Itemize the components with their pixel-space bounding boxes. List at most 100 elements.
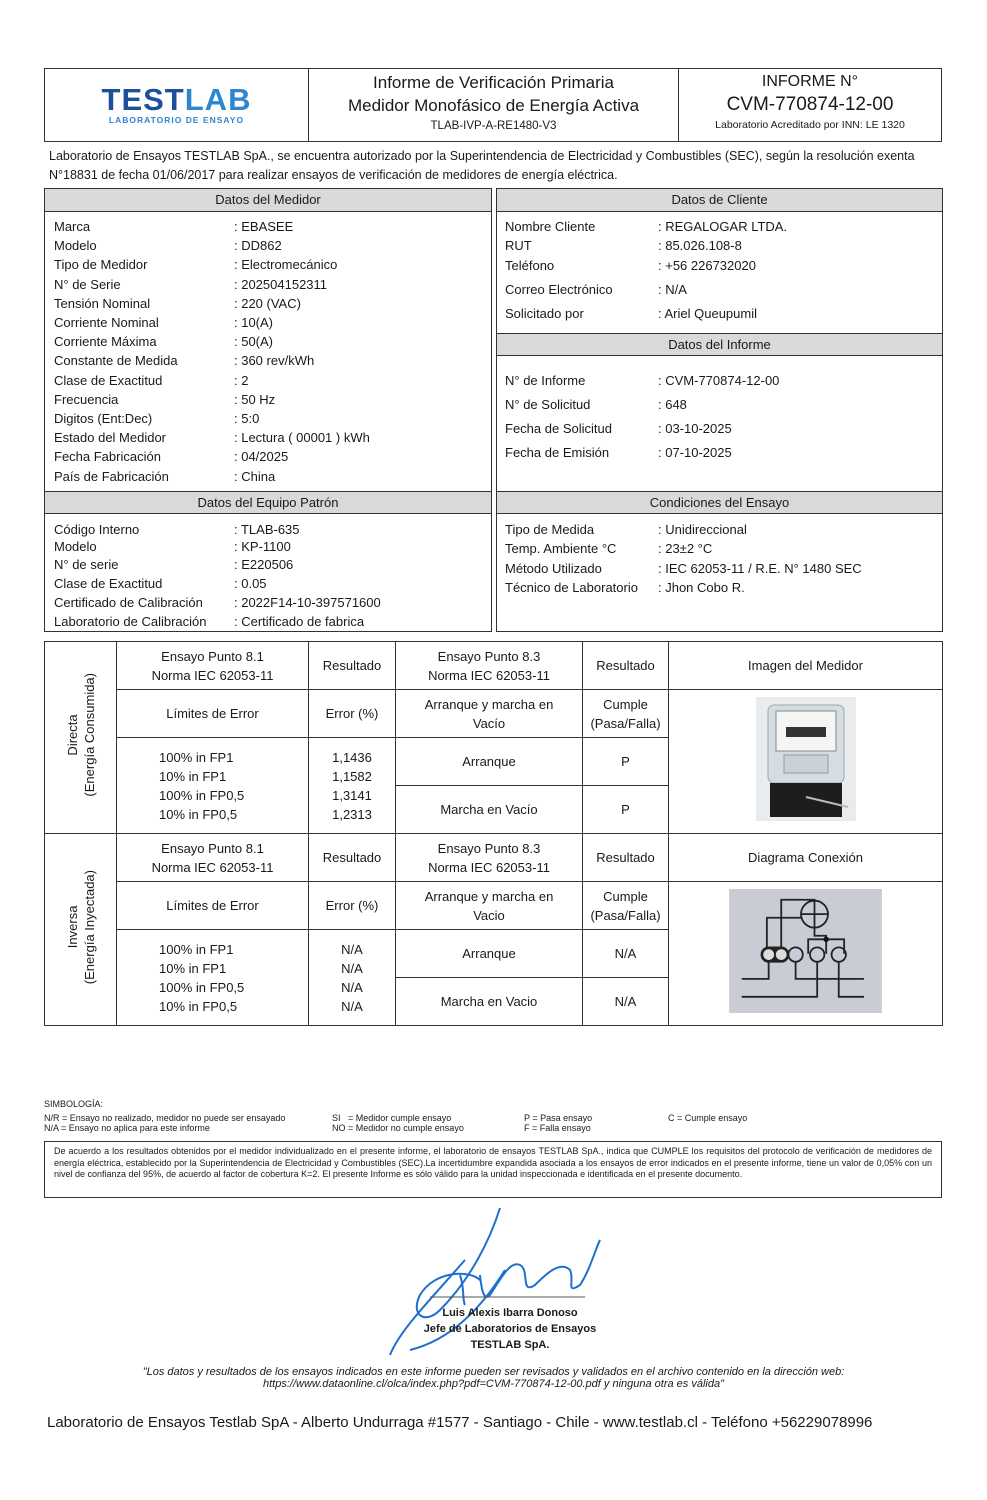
field-value: : CVM-770874-12-00: [658, 373, 780, 388]
arranque-result: N/A: [582, 929, 669, 978]
disclaimer: De acuerdo a los resultados obtenidos po…: [44, 1141, 942, 1198]
section-header-condiciones: Condiciones del Ensayo: [497, 491, 942, 514]
limit-item: 100% in FP1: [159, 749, 234, 765]
legend-item: NO = Medidor no cumple ensayo: [332, 1123, 464, 1133]
legend-item: F = Falla ensayo: [524, 1123, 591, 1133]
field-label: Estado del Medidor: [54, 430, 167, 446]
limit-item: 100% in FP1: [159, 941, 234, 957]
marcha-result: P: [582, 785, 669, 834]
limit-item: 10% in FP1: [159, 768, 227, 784]
field-value: : TLAB-635: [234, 522, 300, 537]
legend-item: N/R = Ensayo no realizado, medidor no pu…: [44, 1113, 286, 1123]
error-value: 1,3141: [332, 787, 372, 803]
report-header: TESTLAB LABORATORIO DE ENSAYO Informe de…: [44, 68, 942, 142]
header-result: Resultado: [582, 833, 669, 882]
field-label: Técnico de Laboratorio: [505, 580, 638, 595]
legend-item: C = Cumple ensayo: [668, 1113, 748, 1123]
field-label: Fecha de Emisión: [505, 445, 610, 460]
field-value: : 202504152311: [234, 276, 328, 292]
limits-list: 100% in FP1 10% in FP1 100% in FP0,5 10% in…: [116, 929, 309, 1026]
header-result: Resultado: [582, 641, 669, 690]
field-value: : DD862: [234, 238, 282, 254]
direction-label: Directa (Energía Consumida): [44, 641, 117, 834]
field-label: Modelo: [54, 238, 97, 254]
header-8-3: Ensayo Punto 8.3 Norma IEC 62053-11: [395, 641, 583, 690]
header-8-1: Ensayo Punto 8.1 Norma IEC 62053-11: [116, 833, 309, 882]
field-label: RUT: [505, 238, 532, 253]
legend-item: P = Pasa ensayo: [524, 1113, 593, 1123]
header-image: Diagrama Conexión: [668, 833, 943, 882]
field-value: : +56 226732020: [658, 258, 756, 273]
field-value: : 07-10-2025: [658, 445, 732, 460]
field-label: N° de serie: [54, 557, 119, 572]
field-value: : 50(A): [234, 334, 274, 350]
field-label: Tipo de Medida: [505, 522, 595, 537]
field-value: : KP-1100: [234, 539, 291, 554]
field-label: País de Fabricación: [54, 468, 169, 484]
error-value: N/A: [341, 941, 363, 957]
field-value: : 03-10-2025: [658, 421, 732, 436]
field-value: : E220506: [234, 557, 294, 572]
accreditation: Laboratorio Acreditado por INN: LE 1320: [715, 119, 905, 131]
field-label: Clase de Exactitud: [54, 576, 163, 591]
section-header-medidor: Datos del Medidor: [45, 189, 491, 212]
right-info-panel: Datos de Cliente Datos del Informe Condi…: [496, 188, 943, 632]
field-label: N° de Serie: [54, 276, 121, 292]
field-label: Frecuencia: [54, 391, 119, 407]
field-value: : 0.05: [234, 576, 267, 591]
simbologia: SIMBOLOGÍA:: [44, 1099, 103, 1109]
field-label: Tipo de Medidor: [54, 257, 148, 273]
logo-text: LAB: [184, 82, 252, 117]
connection-diagram: [729, 889, 882, 1013]
direction-label: Inversa (Energía Inyectada): [44, 833, 117, 1026]
image-cell: [668, 881, 943, 1026]
signatory-role: Jefe de Laboratorios de Ensayos: [423, 1323, 597, 1335]
validation-note: "Los datos y resultados de los ensayos i…: [142, 1366, 845, 1378]
validation-url[interactable]: https://www.dataonline.cl/olca/index.php…: [262, 1378, 724, 1390]
legend-item: N/A = Ensayo no aplica para este informe: [44, 1123, 210, 1133]
error-value: N/A: [341, 998, 363, 1014]
limit-item: 10% in FP1: [159, 960, 227, 976]
field-label: Digitos (Ent:Dec): [54, 411, 153, 426]
field-label: Laboratorio de Calibración: [54, 614, 207, 629]
signatory-company: TESTLAB SpA.: [470, 1339, 550, 1351]
field-value: : 2: [234, 372, 249, 388]
error-value: 1,1436: [332, 749, 372, 765]
limits-header: Límites de Error: [116, 881, 309, 930]
logo-text: TEST: [101, 82, 185, 117]
field-value: : 50 Hz: [234, 391, 276, 407]
field-value: : IEC 62053-11 / R.E. N° 1480 SEC: [658, 561, 862, 576]
limits-header: Límites de Error: [116, 689, 309, 738]
field-value: : 360 rev/kWh: [234, 353, 315, 369]
marcha-result: N/A: [582, 977, 669, 1026]
field-value: : 648: [658, 397, 687, 412]
error-header: Error (%): [308, 881, 396, 930]
start-header: Arranque y marcha en Vacio: [395, 881, 583, 930]
footer: Laboratorio de Ensayos Testlab SpA - Alb…: [47, 1414, 873, 1431]
limits-list: 100% in FP1 10% in FP1 100% in FP0,5 10% in…: [116, 737, 309, 834]
section-header-patron: Datos del Equipo Patrón: [45, 491, 491, 514]
meter-photo: [755, 697, 856, 821]
test-table-inversa: Inversa (Energía Inyectada) Ensayo Punto …: [44, 833, 943, 1026]
arranque-label: Arranque: [395, 929, 583, 978]
limit-item: 10% in FP0,5: [159, 806, 238, 822]
signatory-name: Luis Alexis Ibarra Donoso: [442, 1307, 578, 1319]
document-code: TLAB-IVP-A-RE1480-V3: [430, 120, 557, 132]
field-label: N° de Solicitud: [505, 397, 591, 412]
field-value: : Jhon Cobo R.: [658, 580, 745, 595]
field-value: : 220 (VAC): [234, 295, 301, 311]
field-label: Tensión Nominal: [54, 295, 151, 311]
test-table-directa: Directa (Energía Consumida) Ensayo Punto …: [44, 641, 943, 834]
field-value: : 2022F14-10-397571600: [234, 595, 381, 610]
field-label: Fecha Fabricación: [54, 449, 161, 465]
field-label: Corriente Máxima: [54, 334, 157, 350]
error-value: N/A: [341, 979, 363, 995]
field-label: Fecha de Solicitud: [505, 421, 612, 436]
title-line-2: Medidor Monofásico de Energía Activa: [347, 96, 640, 115]
marcha-label: Marcha en Vacio: [395, 977, 583, 1026]
limit-item: 100% in FP0,5: [159, 787, 245, 803]
legend-item: SI = Medidor cumple ensayo: [332, 1113, 452, 1123]
field-value: : Lectura ( 00001 ) kWh: [234, 430, 370, 446]
field-label: Correo Electrónico: [505, 282, 613, 297]
field-value: : Certificado de fabrica: [234, 614, 365, 629]
